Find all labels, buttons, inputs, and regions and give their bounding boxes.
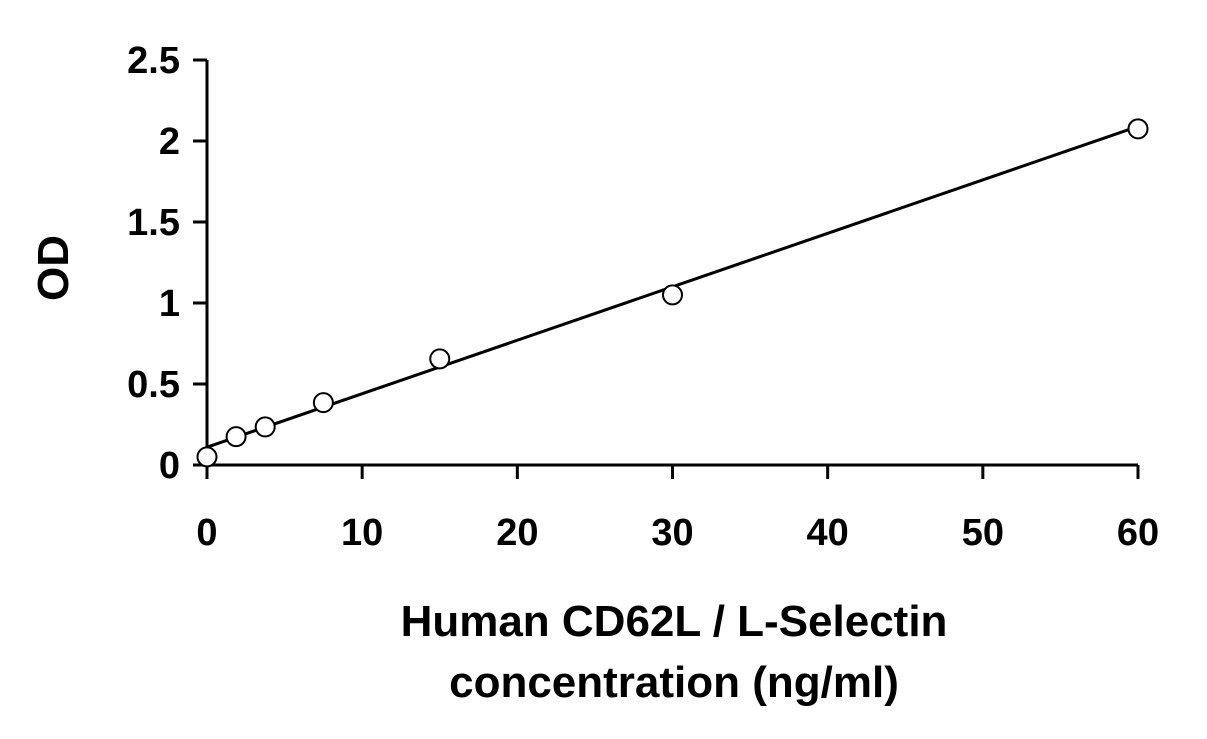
- x-tick-label: 20: [496, 512, 538, 554]
- data-point: [1127, 118, 1149, 140]
- y-tick-label: 1: [159, 283, 180, 325]
- data-points: [196, 118, 1149, 468]
- x-tick-label: 10: [341, 512, 383, 554]
- y-tick-label: 2.5: [127, 40, 180, 82]
- data-point: [225, 426, 247, 448]
- data-point: [429, 348, 451, 370]
- data-point: [254, 416, 276, 438]
- y-tick-label: 0.5: [127, 364, 180, 406]
- x-tick-label: 60: [1117, 512, 1159, 554]
- x-tick-label: 40: [807, 512, 849, 554]
- y-tick-label: 2: [159, 121, 180, 163]
- x-tick-label: 0: [196, 512, 217, 554]
- y-tick-label: 0: [159, 445, 180, 487]
- y-tick-label: 1.5: [127, 202, 180, 244]
- data-point: [312, 392, 334, 414]
- data-point: [196, 446, 218, 468]
- x-tick-label: 50: [962, 512, 1004, 554]
- y-axis-title: OD: [29, 235, 78, 301]
- y-axis: 0 0.5 1 1.5 2 2.5: [127, 40, 209, 487]
- x-axis: 0 10 20 30 40 50 60: [196, 463, 1159, 554]
- data-point: [662, 284, 683, 306]
- x-tick-label: 30: [651, 512, 693, 554]
- x-axis-title-line-2: concentration (ng/ml): [449, 658, 899, 707]
- x-axis-title-line-1: Human CD62L / L-Selectin: [401, 597, 948, 646]
